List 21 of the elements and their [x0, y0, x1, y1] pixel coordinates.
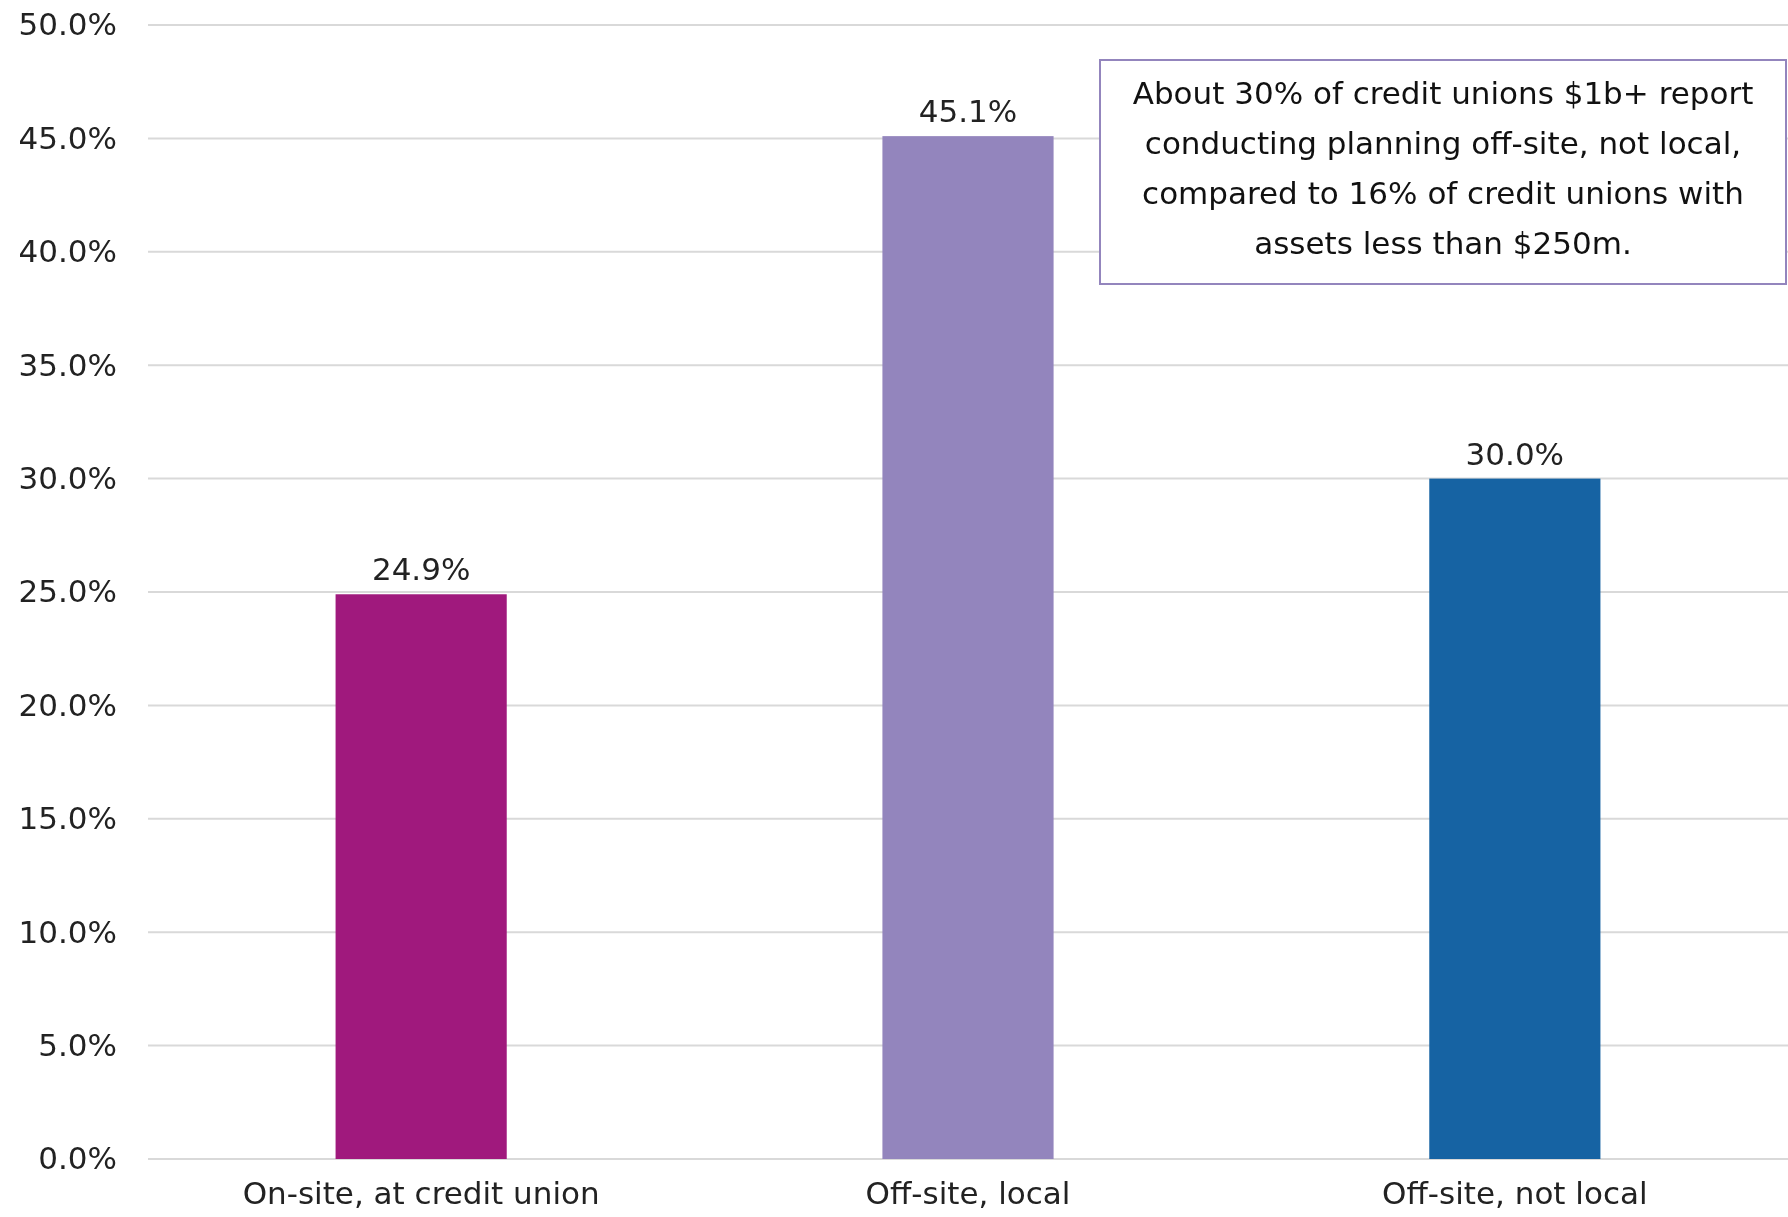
y-tick-label: 15.0% — [18, 800, 117, 837]
bar — [335, 594, 507, 1159]
x-tick-label: Off-site, not local — [1382, 1174, 1648, 1211]
y-tick-label: 40.0% — [18, 233, 117, 270]
y-tick-label: 45.0% — [18, 119, 117, 156]
data-label: 24.9% — [371, 551, 471, 588]
bar — [1429, 478, 1601, 1159]
data-label: 30.0% — [1465, 435, 1565, 472]
data-label: 45.1% — [918, 93, 1018, 130]
x-tick-label: Off-site, local — [865, 1174, 1071, 1211]
y-tick-label: 10.0% — [18, 913, 117, 950]
bar — [882, 136, 1054, 1159]
y-tick-label: 25.0% — [18, 573, 117, 610]
y-tick-label: 50.0% — [18, 6, 117, 43]
y-tick-label: 30.0% — [18, 460, 117, 497]
annotation: About 30% of credit unions $1b+ report conducting planning off-site, not local, compared to 16% of credit unions with assets less than $250m. — [1132, 75, 1754, 261]
y-tick-label: 0.0% — [38, 1140, 117, 1177]
y-tick-label: 20.0% — [18, 686, 117, 723]
y-tick-label: 5.0% — [38, 1027, 117, 1064]
y-tick-label: 35.0% — [18, 346, 117, 383]
x-tick-label: On-site, at credit union — [242, 1174, 600, 1211]
